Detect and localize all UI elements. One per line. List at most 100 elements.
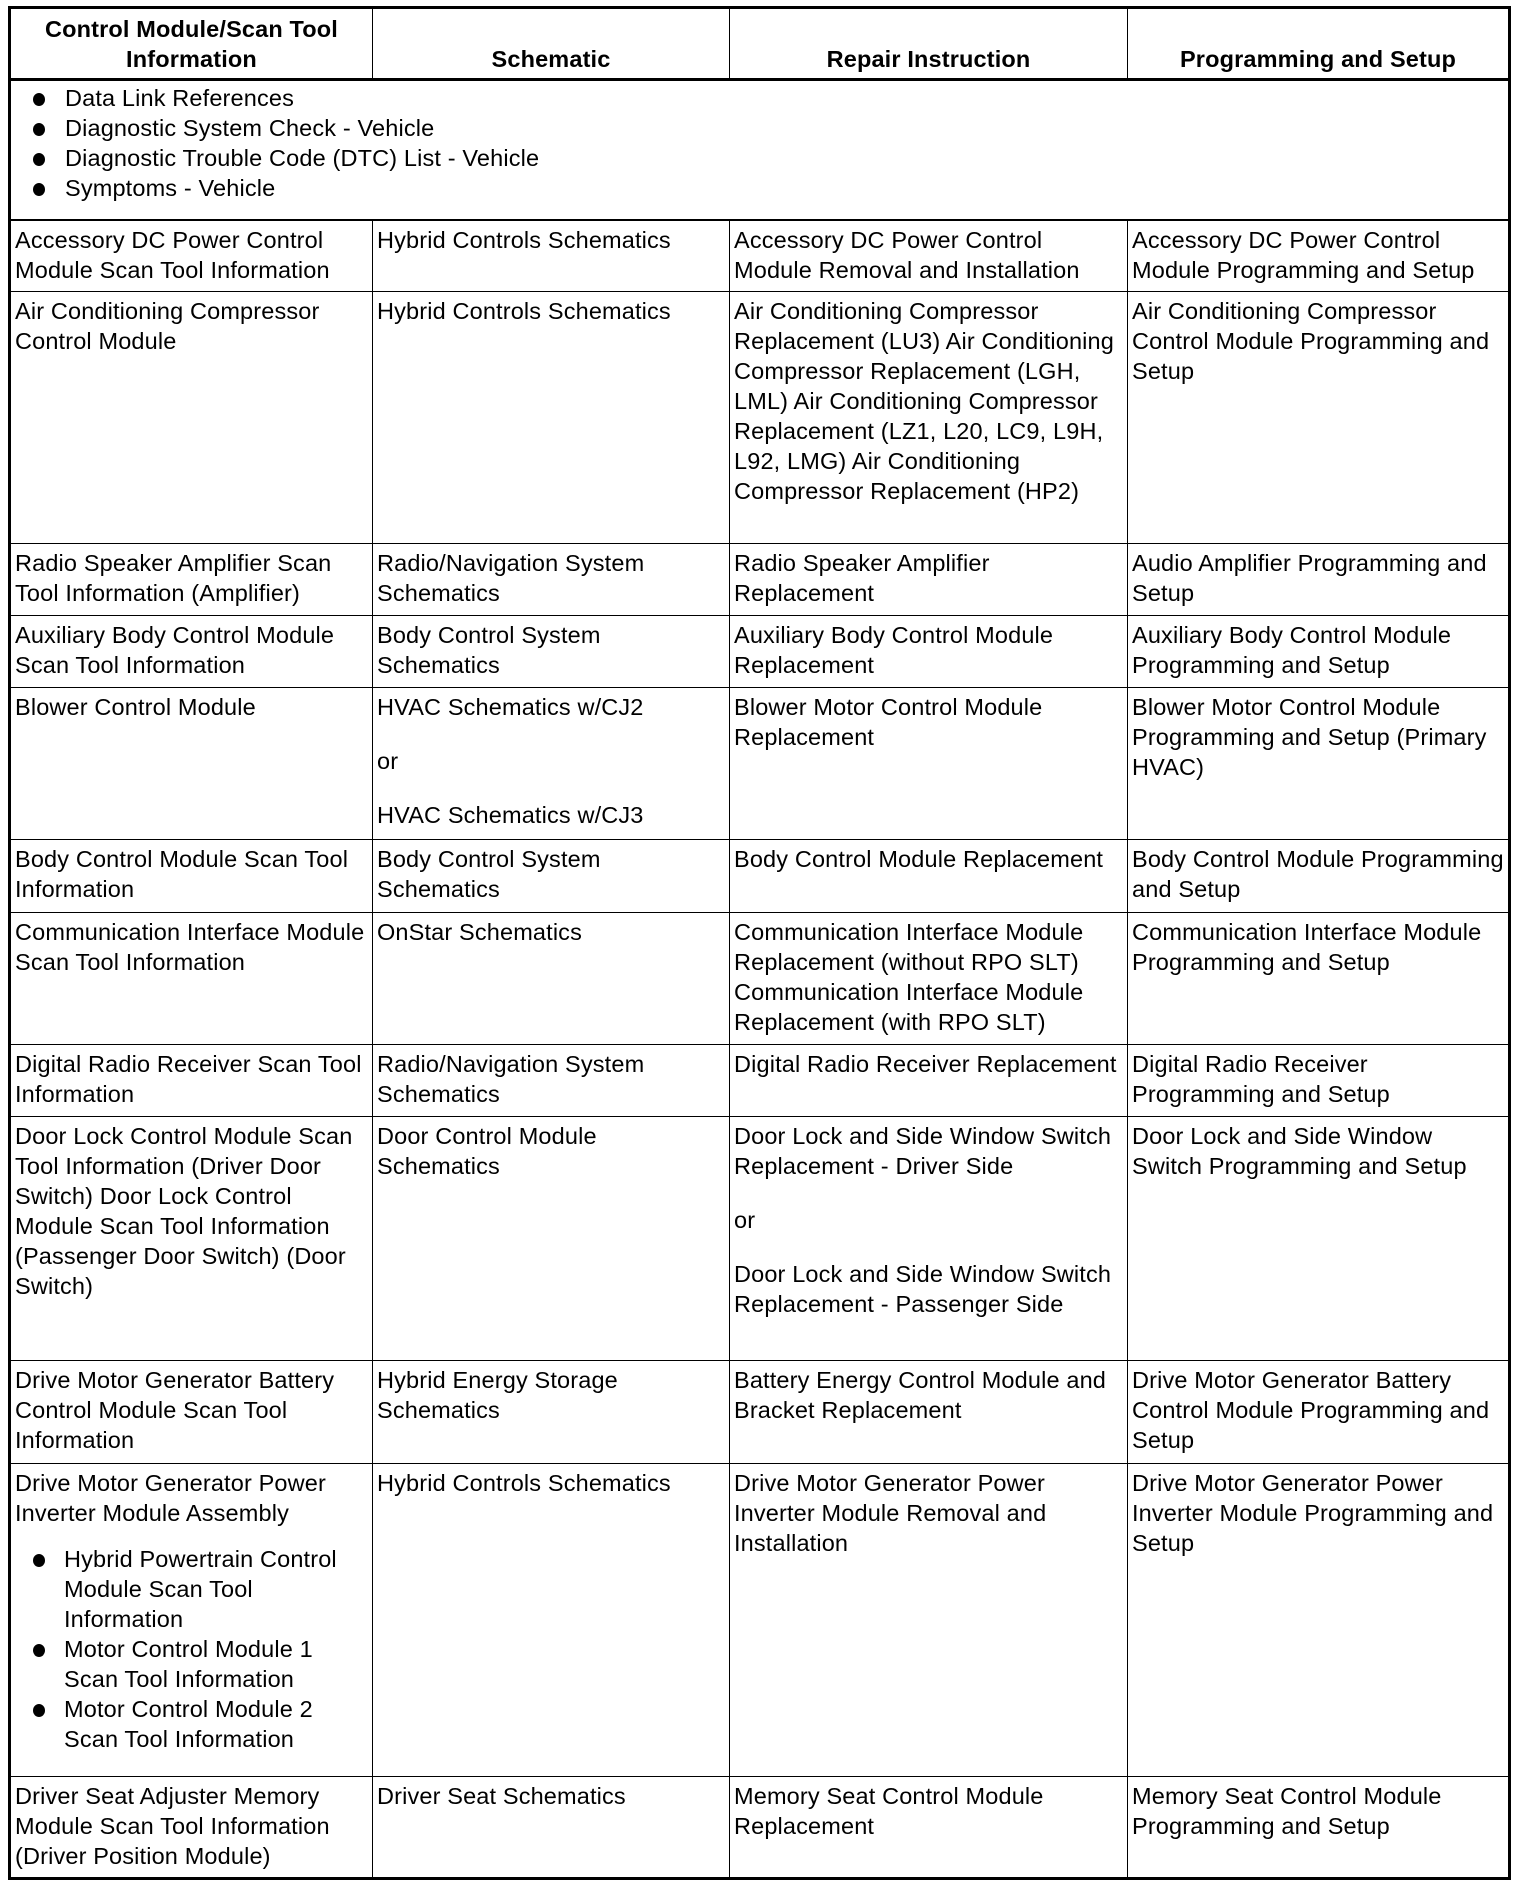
link-dtc-list[interactable]: Diagnostic Trouble Code (DTC) List - Veh…: [15, 143, 1504, 173]
cell-schematic: HVAC Schematics w/CJ2 or HVAC Schematics w…: [372, 687, 730, 840]
cell-module: Door Lock Control Module Scan Tool Infor…: [9, 1116, 373, 1361]
schematic-link[interactable]: Door Control Module Schematics: [377, 1123, 597, 1179]
schematic-link[interactable]: Driver Seat Schematics: [377, 1783, 626, 1809]
table-row: Door Lock Control Module Scan Tool Infor…: [9, 1116, 1510, 1361]
module-name-link[interactable]: Digital Radio Receiver Scan Tool Informa…: [15, 1051, 362, 1107]
module-name-link[interactable]: Driver Seat Adjuster Memory Module Scan …: [15, 1783, 330, 1869]
cell-schematic: Hybrid Controls Schematics: [372, 291, 730, 544]
programming-link[interactable]: Air Conditioning Compressor Control Modu…: [1132, 298, 1490, 384]
cell-module: Air Conditioning Compressor Control Modu…: [9, 291, 373, 544]
programming-link[interactable]: Blower Motor Control Module Programming …: [1132, 694, 1487, 780]
repair-link[interactable]: Auxiliary Body Control Module Replacemen…: [734, 622, 1054, 678]
cell-module: Drive Motor Generator Battery Control Mo…: [9, 1360, 373, 1464]
repair-link[interactable]: Digital Radio Receiver Replacement: [734, 1051, 1117, 1077]
cell-schematic: Radio/Navigation System Schematics: [372, 1044, 730, 1117]
repair-link[interactable]: Accessory DC Power Control Module Remova…: [734, 226, 1080, 283]
module-name-link[interactable]: Drive Motor Generator Battery Control Mo…: [15, 1367, 335, 1453]
module-name-link[interactable]: Blower Control Module: [15, 694, 256, 720]
programming-link[interactable]: Body Control Module Programming and Setu…: [1132, 846, 1504, 902]
programming-link[interactable]: Digital Radio Receiver Programming and S…: [1132, 1051, 1390, 1107]
repair-link[interactable]: Memory Seat Control Module Replacement: [734, 1783, 1044, 1839]
module-name-link[interactable]: Radio Speaker Amplifier Scan Tool Inform…: [15, 550, 332, 606]
cell-repair: Drive Motor Generator Power Inverter Mod…: [729, 1463, 1128, 1777]
table-row: Body Control Module Scan Tool Informatio…: [9, 839, 1510, 913]
schematic-link[interactable]: Hybrid Controls Schematics: [377, 226, 671, 253]
cell-module: Accessory DC Power Control Module Scan T…: [9, 219, 373, 292]
schematic-link[interactable]: Hybrid Controls Schematics: [377, 1470, 671, 1496]
header-schematic: Schematic: [372, 7, 730, 80]
programming-link[interactable]: Audio Amplifier Programming and Setup: [1132, 550, 1487, 606]
programming-link[interactable]: Drive Motor Generator Power Inverter Mod…: [1132, 1470, 1494, 1556]
repair-link[interactable]: Drive Motor Generator Power Inverter Mod…: [734, 1470, 1047, 1556]
programming-link[interactable]: Auxiliary Body Control Module Programmin…: [1132, 622, 1452, 678]
schematic-link[interactable]: Hybrid Energy Storage Schematics: [377, 1367, 618, 1423]
cell-repair: Battery Energy Control Module and Bracke…: [729, 1360, 1128, 1464]
schematic-link[interactable]: Body Control System Schematics: [377, 622, 601, 678]
repair-link[interactable]: Battery Energy Control Module and Bracke…: [734, 1367, 1107, 1423]
module-sub-list: Hybrid Powertrain Control Module Scan To…: [15, 1544, 368, 1754]
module-sub-link[interactable]: Motor Control Module 1 Scan Tool Informa…: [15, 1634, 368, 1694]
cell-module: Radio Speaker Amplifier Scan Tool Inform…: [9, 543, 373, 616]
cell-programming: Body Control Module Programming and Setu…: [1127, 839, 1510, 913]
module-name-link[interactable]: Air Conditioning Compressor Control Modu…: [15, 298, 320, 354]
cell-programming: Communication Interface Module Programmi…: [1127, 912, 1510, 1045]
cell-module: Communication Interface Module Scan Tool…: [9, 912, 373, 1045]
cell-schematic: Driver Seat Schematics: [372, 1776, 730, 1879]
repair-link[interactable]: Body Control Module Replacement: [734, 846, 1104, 872]
repair-link[interactable]: Blower Motor Control Module Replacement: [734, 694, 1043, 750]
module-name-link[interactable]: Door Lock Control Module Scan Tool Infor…: [15, 1123, 353, 1299]
link-symptoms[interactable]: Symptoms - Vehicle: [15, 173, 1504, 203]
cell-repair: Blower Motor Control Module Replacement: [729, 687, 1128, 840]
programming-link[interactable]: Door Lock and Side Window Switch Program…: [1132, 1123, 1467, 1179]
schematic-link[interactable]: Radio/Navigation System Schematics: [377, 1051, 645, 1107]
module-reference-table: Control Module/Scan Tool Information Sch…: [8, 6, 1511, 1880]
cell-schematic: Radio/Navigation System Schematics: [372, 543, 730, 616]
header-programming: Programming and Setup: [1127, 7, 1510, 80]
cell-schematic: Body Control System Schematics: [372, 839, 730, 913]
table-row: Drive Motor Generator Battery Control Mo…: [9, 1360, 1510, 1464]
cell-programming: Drive Motor Generator Battery Control Mo…: [1127, 1360, 1510, 1464]
module-name-link[interactable]: Drive Motor Generator Power Inverter Mod…: [15, 1470, 326, 1526]
cell-repair: Digital Radio Receiver Replacement: [729, 1044, 1128, 1117]
module-sub-link[interactable]: Hybrid Powertrain Control Module Scan To…: [15, 1544, 368, 1634]
repair-link[interactable]: Door Lock and Side Window Switch Replace…: [734, 1261, 1112, 1317]
table-row: Air Conditioning Compressor Control Modu…: [9, 291, 1510, 544]
module-name-link[interactable]: Communication Interface Module Scan Tool…: [15, 919, 365, 975]
cell-repair: Accessory DC Power Control Module Remova…: [729, 219, 1128, 292]
table-row: Accessory DC Power Control Module Scan T…: [9, 219, 1510, 292]
programming-link[interactable]: Accessory DC Power Control Module Progra…: [1132, 226, 1475, 283]
repair-link[interactable]: Radio Speaker Amplifier Replacement: [734, 550, 990, 606]
link-data-link-references[interactable]: Data Link References: [15, 83, 1504, 113]
table-row: Driver Seat Adjuster Memory Module Scan …: [9, 1776, 1510, 1879]
repair-link[interactable]: Communication Interface Module Replaceme…: [734, 919, 1084, 1035]
cell-programming: Air Conditioning Compressor Control Modu…: [1127, 291, 1510, 544]
link-diagnostic-system-check[interactable]: Diagnostic System Check - Vehicle: [15, 113, 1504, 143]
cell-repair: Body Control Module Replacement: [729, 839, 1128, 913]
programming-link[interactable]: Memory Seat Control Module Programming a…: [1132, 1783, 1442, 1839]
schematic-link[interactable]: Body Control System Schematics: [377, 846, 601, 902]
module-name-link[interactable]: Auxiliary Body Control Module Scan Tool …: [15, 622, 335, 678]
cell-repair: Auxiliary Body Control Module Replacemen…: [729, 615, 1128, 688]
header-row: Control Module/Scan Tool Information Sch…: [9, 7, 1510, 80]
module-sub-link[interactable]: Motor Control Module 2 Scan Tool Informa…: [15, 1694, 368, 1754]
schematic-link[interactable]: HVAC Schematics w/CJ3: [377, 802, 644, 828]
module-name-link[interactable]: Body Control Module Scan Tool Informatio…: [15, 846, 349, 902]
cell-programming: Blower Motor Control Module Programming …: [1127, 687, 1510, 840]
schematic-link[interactable]: OnStar Schematics: [377, 919, 582, 945]
header-repair: Repair Instruction: [729, 7, 1128, 80]
table-row: Radio Speaker Amplifier Scan Tool Inform…: [9, 543, 1510, 616]
table-row: Drive Motor Generator Power Inverter Mod…: [9, 1463, 1510, 1777]
cell-repair: Communication Interface Module Replaceme…: [729, 912, 1128, 1045]
general-links-list: Data Link References Diagnostic System C…: [15, 83, 1504, 203]
table-row: Digital Radio Receiver Scan Tool Informa…: [9, 1044, 1510, 1117]
programming-link[interactable]: Communication Interface Module Programmi…: [1132, 919, 1482, 975]
cell-schematic: Hybrid Energy Storage Schematics: [372, 1360, 730, 1464]
repair-link[interactable]: Air Conditioning Compressor Replacement …: [734, 298, 1114, 504]
repair-link[interactable]: Door Lock and Side Window Switch Replace…: [734, 1123, 1112, 1179]
schematic-link[interactable]: Hybrid Controls Schematics: [377, 298, 671, 324]
programming-link[interactable]: Drive Motor Generator Battery Control Mo…: [1132, 1367, 1490, 1453]
module-name-link[interactable]: Accessory DC Power Control Module Scan T…: [15, 226, 330, 283]
schematic-link[interactable]: HVAC Schematics w/CJ2: [377, 694, 644, 720]
schematic-link[interactable]: Radio/Navigation System Schematics: [377, 550, 645, 606]
cell-schematic: Door Control Module Schematics: [372, 1116, 730, 1361]
